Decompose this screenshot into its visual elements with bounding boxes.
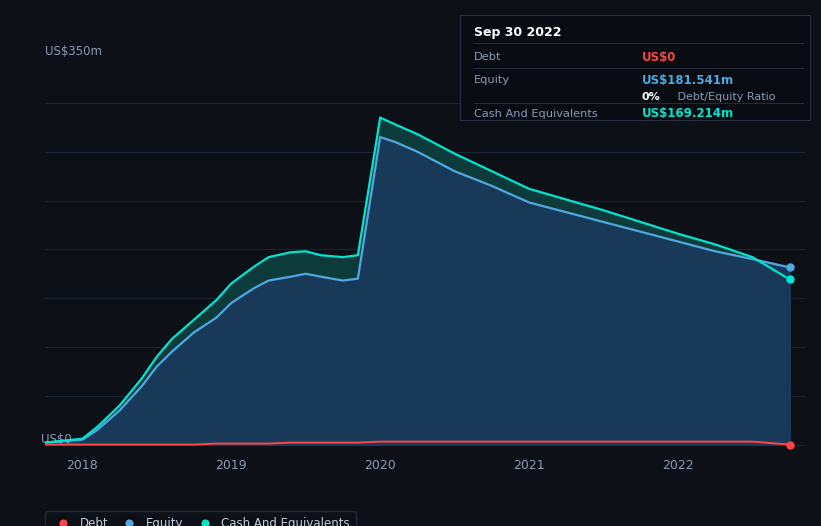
Text: Equity: Equity: [474, 75, 510, 85]
Text: 0%: 0%: [642, 92, 661, 102]
Text: Cash And Equivalents: Cash And Equivalents: [474, 109, 598, 119]
Text: US$0: US$0: [41, 432, 72, 446]
Text: Debt/Equity Ratio: Debt/Equity Ratio: [673, 92, 775, 102]
Text: US$350m: US$350m: [45, 45, 102, 58]
Text: US$169.214m: US$169.214m: [642, 107, 734, 120]
Legend: Debt, Equity, Cash And Equivalents: Debt, Equity, Cash And Equivalents: [45, 511, 355, 526]
Text: US$0: US$0: [642, 50, 677, 64]
Text: Sep 30 2022: Sep 30 2022: [474, 26, 562, 39]
Text: US$181.541m: US$181.541m: [642, 74, 734, 87]
Text: Debt: Debt: [474, 52, 502, 62]
